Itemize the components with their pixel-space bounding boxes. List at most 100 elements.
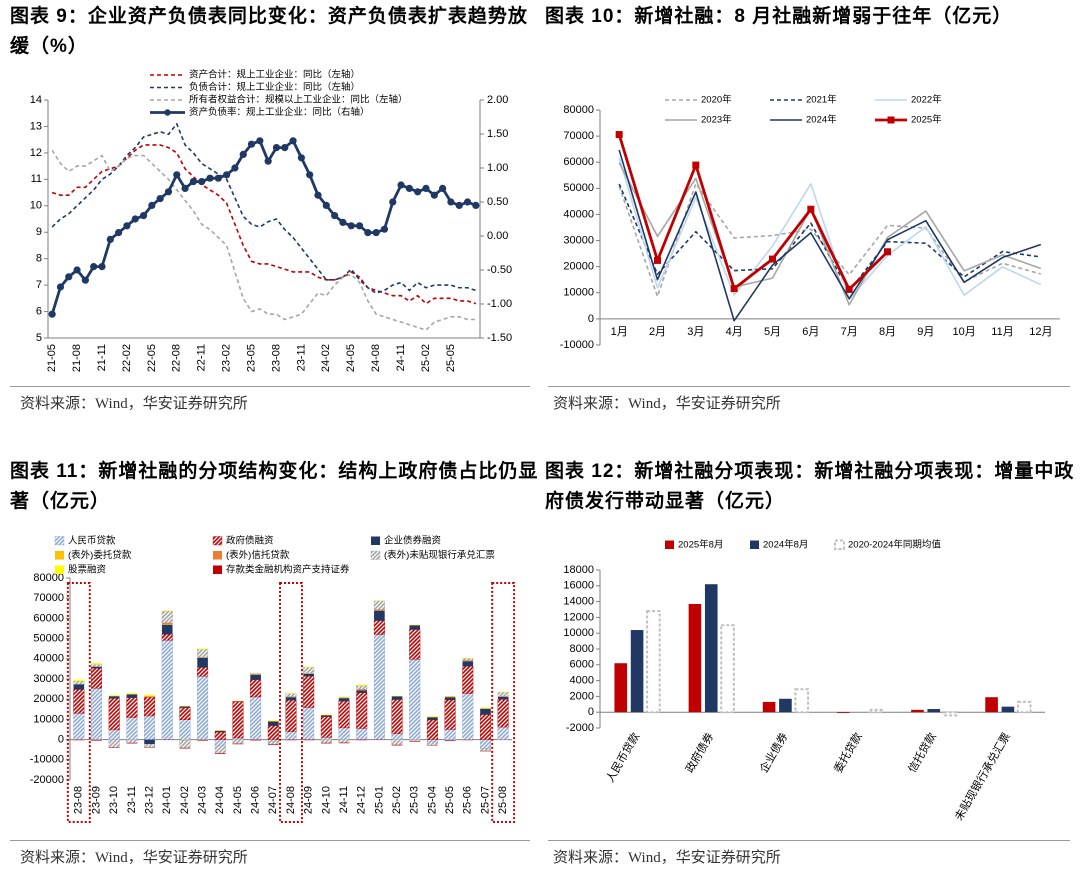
line-marker	[422, 184, 430, 192]
bar	[911, 709, 924, 713]
bar	[720, 624, 735, 714]
x-tick-label: 信托贷款	[905, 730, 939, 775]
y-tick-label: 30000	[563, 234, 594, 246]
bar-segment	[108, 698, 120, 731]
x-tick-label: 22-02	[121, 344, 133, 372]
line-marker	[206, 174, 214, 182]
bar-segment	[250, 696, 262, 740]
bar-segment	[321, 715, 332, 717]
bar-segment	[444, 729, 456, 740]
y-tick-label: 0	[58, 734, 64, 746]
bar-segment	[197, 675, 209, 740]
bar-segment	[497, 726, 509, 740]
bar-segment	[391, 699, 403, 734]
line-series	[618, 157, 1042, 300]
line-marker	[314, 191, 322, 199]
line-marker	[164, 188, 173, 196]
x-tick-label: 24-04	[214, 786, 226, 814]
bar-segment	[285, 739, 297, 741]
legend-label: 2022年	[911, 94, 942, 106]
bar-segment	[161, 640, 173, 740]
bar-segment	[285, 697, 297, 701]
chart: -10000 0 10000 20000 30000 40000 50000 60000 700…	[560, 94, 1060, 351]
line-marker	[439, 184, 447, 192]
chart-title: 图表 11：新增社融的分项结构变化：结构上政府债占比仍显著（亿元）	[10, 461, 539, 512]
chart-title: 图表 12：新增社融分项表现：新增社融分项表现：增量中政府债发行带动显著（亿元）	[545, 461, 1075, 512]
legend-label: 负债合计：规上工业企业：同比（左轴）	[189, 81, 360, 93]
bar-segment	[285, 731, 297, 740]
y-tick-label: 9	[36, 226, 42, 238]
bar-segment	[91, 688, 103, 740]
line-marker	[397, 181, 405, 189]
y2-tick-label: 1.50	[487, 128, 508, 140]
bar-segment	[108, 695, 120, 697]
line-marker	[463, 198, 472, 206]
line-marker	[405, 184, 413, 192]
bar-segment	[91, 664, 103, 667]
x-tick-label: 10月	[953, 326, 976, 338]
bar-segment	[462, 660, 474, 662]
x-tick-label: 21-08	[71, 344, 83, 372]
separator	[548, 840, 1070, 841]
y2-tick-label: 2.00	[487, 94, 508, 106]
bar-segment	[144, 696, 156, 717]
y-tick-label: 0	[588, 706, 594, 718]
legend-label: 2025年	[911, 114, 942, 126]
bar-segment	[214, 731, 226, 740]
x-tick-label: 21-05	[46, 344, 58, 372]
bar-segment	[250, 674, 261, 675]
separator	[10, 840, 530, 841]
bar-segment	[356, 690, 368, 693]
legend-swatch	[213, 565, 222, 574]
bar-segment	[214, 739, 226, 747]
x-tick-label: 3月	[687, 326, 704, 338]
bar-segment	[285, 693, 297, 694]
y-tick-label: 18000	[563, 564, 594, 576]
bar-segment	[356, 685, 368, 690]
bar-segment	[497, 691, 509, 693]
bar-segment	[462, 661, 474, 667]
bar	[614, 663, 628, 713]
bar-segment	[179, 747, 191, 749]
bar-segment	[126, 694, 138, 698]
bar-segment	[480, 708, 491, 709]
bar-segment	[409, 739, 421, 742]
line-marker	[306, 171, 314, 179]
x-tick-label: 25-03	[409, 786, 421, 814]
legend-swatch	[750, 540, 759, 549]
y-tick-label: 30000	[33, 673, 64, 685]
line-marker	[355, 222, 364, 230]
legend-label: (表外)信托贷款	[226, 549, 290, 561]
line-marker	[272, 144, 281, 152]
line-marker	[654, 256, 661, 264]
bar-segment	[497, 692, 509, 697]
y-tick-label: 10000	[563, 627, 594, 639]
x-tick-label: 23-11	[295, 344, 307, 371]
bar-segment	[126, 697, 138, 718]
bar-segment	[179, 740, 191, 749]
line-marker	[173, 171, 181, 179]
line-marker	[214, 174, 222, 182]
bar-segment	[444, 739, 456, 741]
bar-segment	[197, 739, 208, 741]
y2-tick-label: -0.50	[487, 264, 512, 276]
bar-segment	[91, 668, 103, 689]
bar-segment	[497, 699, 509, 728]
x-tick-label: 24-01	[161, 786, 173, 814]
legend-swatch	[370, 550, 381, 560]
bar-segment	[91, 739, 102, 741]
highlight-box	[279, 582, 303, 823]
legend-label: (表外)未贴现银行承兑汇票	[384, 549, 495, 561]
legend-label: 2020-2024年同期均值	[848, 539, 941, 551]
legend-label: (表外)委托贷款	[68, 549, 132, 561]
y-tick-label: 0	[588, 313, 594, 325]
legend-swatch	[212, 536, 223, 546]
line-marker	[380, 225, 389, 233]
line-series	[51, 123, 477, 294]
bar	[985, 697, 998, 713]
line-marker	[884, 248, 891, 256]
bar-segment	[197, 648, 208, 650]
highlight-box	[66, 582, 91, 823]
bar-segment	[409, 741, 421, 742]
bar-segment	[479, 748, 491, 752]
